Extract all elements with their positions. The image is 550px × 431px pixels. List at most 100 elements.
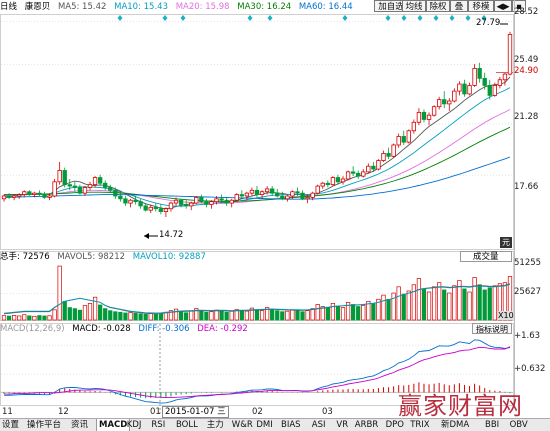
macd-params-label: MACD(12,26,9) bbox=[0, 324, 65, 334]
event-markers bbox=[117, 15, 487, 21]
volume-bar bbox=[1, 315, 7, 321]
tab-kdj[interactable]: KDJ bbox=[126, 420, 142, 430]
tab-bbi[interactable]: BBI bbox=[485, 420, 500, 430]
volume-bar bbox=[477, 284, 482, 321]
macd-legend-bar: MACD(12,26,9) MACD: -0.028 DIFF: -0.306 … bbox=[0, 323, 480, 335]
tab-w-r[interactable]: W&R bbox=[231, 420, 253, 430]
ma30-label: MA30: 16.24 bbox=[237, 2, 292, 12]
candle-body bbox=[52, 181, 57, 197]
candle-body bbox=[128, 199, 133, 204]
tab-dpo[interactable]: DPO bbox=[385, 420, 404, 430]
candle-body bbox=[62, 170, 67, 186]
candle-body bbox=[183, 204, 189, 207]
scroll-arrows-button[interactable]: ◀▶ bbox=[494, 0, 512, 12]
volume-legend-bar: 总手: 72576 MAVOL5: 98212 MAVOL10: 92887 bbox=[0, 251, 514, 263]
volume-bar bbox=[224, 311, 229, 321]
time-label-03: 03 bbox=[322, 407, 333, 417]
tab-rsi[interactable]: RSI bbox=[151, 420, 166, 430]
volume-bar bbox=[194, 308, 199, 321]
volume-bars bbox=[1, 265, 513, 321]
tab-dmi[interactable]: DMI bbox=[256, 420, 273, 430]
ex-rights-button[interactable]: 除权 bbox=[426, 0, 450, 12]
volume-bar bbox=[371, 303, 376, 321]
volume-bar bbox=[270, 308, 275, 321]
panel-toggle-button[interactable]: ▪ bbox=[512, 0, 526, 12]
volume-bar bbox=[138, 313, 143, 321]
candle-body bbox=[97, 177, 103, 184]
volume-indicator-select[interactable]: 成交量 bbox=[460, 251, 512, 262]
volume-bar bbox=[143, 313, 148, 321]
candle-body bbox=[118, 195, 123, 200]
candle-body bbox=[37, 192, 42, 195]
volume-bar bbox=[457, 280, 462, 321]
event-marker bbox=[267, 15, 273, 21]
volume-bar bbox=[184, 312, 189, 321]
indicator-help-button[interactable]: 指标说明 bbox=[472, 323, 512, 334]
candle-body bbox=[416, 111, 422, 123]
volume-bar bbox=[401, 293, 406, 321]
volume-bar bbox=[442, 289, 447, 321]
high-price-label: 27.79 bbox=[476, 18, 501, 28]
tab-2[interactable]: 资讯 bbox=[71, 420, 89, 430]
candle-body bbox=[123, 198, 128, 204]
volume-bar bbox=[42, 315, 47, 321]
candle-body bbox=[426, 114, 432, 120]
volume-bar bbox=[275, 310, 280, 321]
volume-bar bbox=[178, 311, 184, 321]
tab-boll[interactable]: BOLL bbox=[176, 420, 198, 430]
move-mode-button[interactable]: 移模 bbox=[468, 0, 494, 12]
tab-vr[interactable]: VR bbox=[336, 420, 349, 430]
tab-asi[interactable]: ASI bbox=[311, 420, 326, 430]
volume-bar bbox=[345, 302, 351, 321]
diff-line bbox=[4, 339, 511, 404]
tab-0[interactable]: 设置 bbox=[2, 420, 20, 430]
event-marker bbox=[481, 15, 487, 21]
volume-bar bbox=[128, 312, 133, 321]
dea-value-label: DEA: -0.292 bbox=[197, 324, 248, 334]
candle-body bbox=[462, 83, 467, 95]
volume-bar bbox=[290, 309, 295, 321]
volume-bar bbox=[219, 310, 224, 321]
tab-dma[interactable]: 新DMA bbox=[441, 420, 470, 430]
event-marker bbox=[117, 15, 123, 21]
tab-arbr[interactable]: ARBR bbox=[354, 420, 379, 430]
volume-bar bbox=[426, 291, 432, 321]
candle-body bbox=[209, 201, 214, 205]
candle-body bbox=[502, 73, 508, 81]
candle-body bbox=[57, 170, 62, 183]
overlay-button[interactable]: 叠 bbox=[450, 0, 468, 12]
candle-body bbox=[92, 177, 98, 186]
tab-trix[interactable]: TRIX bbox=[410, 420, 430, 430]
volume-bar bbox=[239, 310, 244, 321]
volume-bar bbox=[214, 309, 219, 321]
time-label-01: 01 bbox=[150, 407, 161, 417]
volume-bar bbox=[421, 288, 427, 321]
candle-body bbox=[219, 198, 224, 201]
ma-settings-button[interactable]: 均线 bbox=[402, 0, 426, 12]
candle-body bbox=[270, 188, 275, 194]
tab-1[interactable]: 操作平台 bbox=[27, 420, 62, 430]
volume-bar bbox=[487, 287, 492, 321]
candle-body bbox=[320, 182, 325, 187]
tab-macd[interactable]: MACD bbox=[96, 419, 131, 431]
volume-bar bbox=[148, 313, 153, 321]
volume-bar bbox=[406, 290, 411, 321]
candle-body bbox=[457, 83, 462, 92]
volume-bar bbox=[77, 309, 83, 321]
event-marker bbox=[180, 15, 186, 21]
volume-bar bbox=[72, 308, 77, 321]
mavol10-label: MAVOL10: 92887 bbox=[132, 252, 206, 262]
candle-body bbox=[204, 201, 209, 205]
ma30-line bbox=[4, 126, 511, 202]
volume-bar bbox=[437, 282, 442, 321]
volume-bar bbox=[108, 310, 113, 321]
candle-body bbox=[350, 171, 356, 174]
tab-obv[interactable]: OBV bbox=[509, 420, 528, 430]
time-label-02: 02 bbox=[252, 407, 263, 417]
tab-7[interactable]: 主力 bbox=[206, 420, 224, 430]
tab-bias[interactable]: BIAS bbox=[281, 420, 301, 430]
ma10-label: MA10: 15.43 bbox=[114, 2, 168, 12]
ma60-line bbox=[3, 156, 511, 200]
candle-body bbox=[259, 191, 265, 195]
